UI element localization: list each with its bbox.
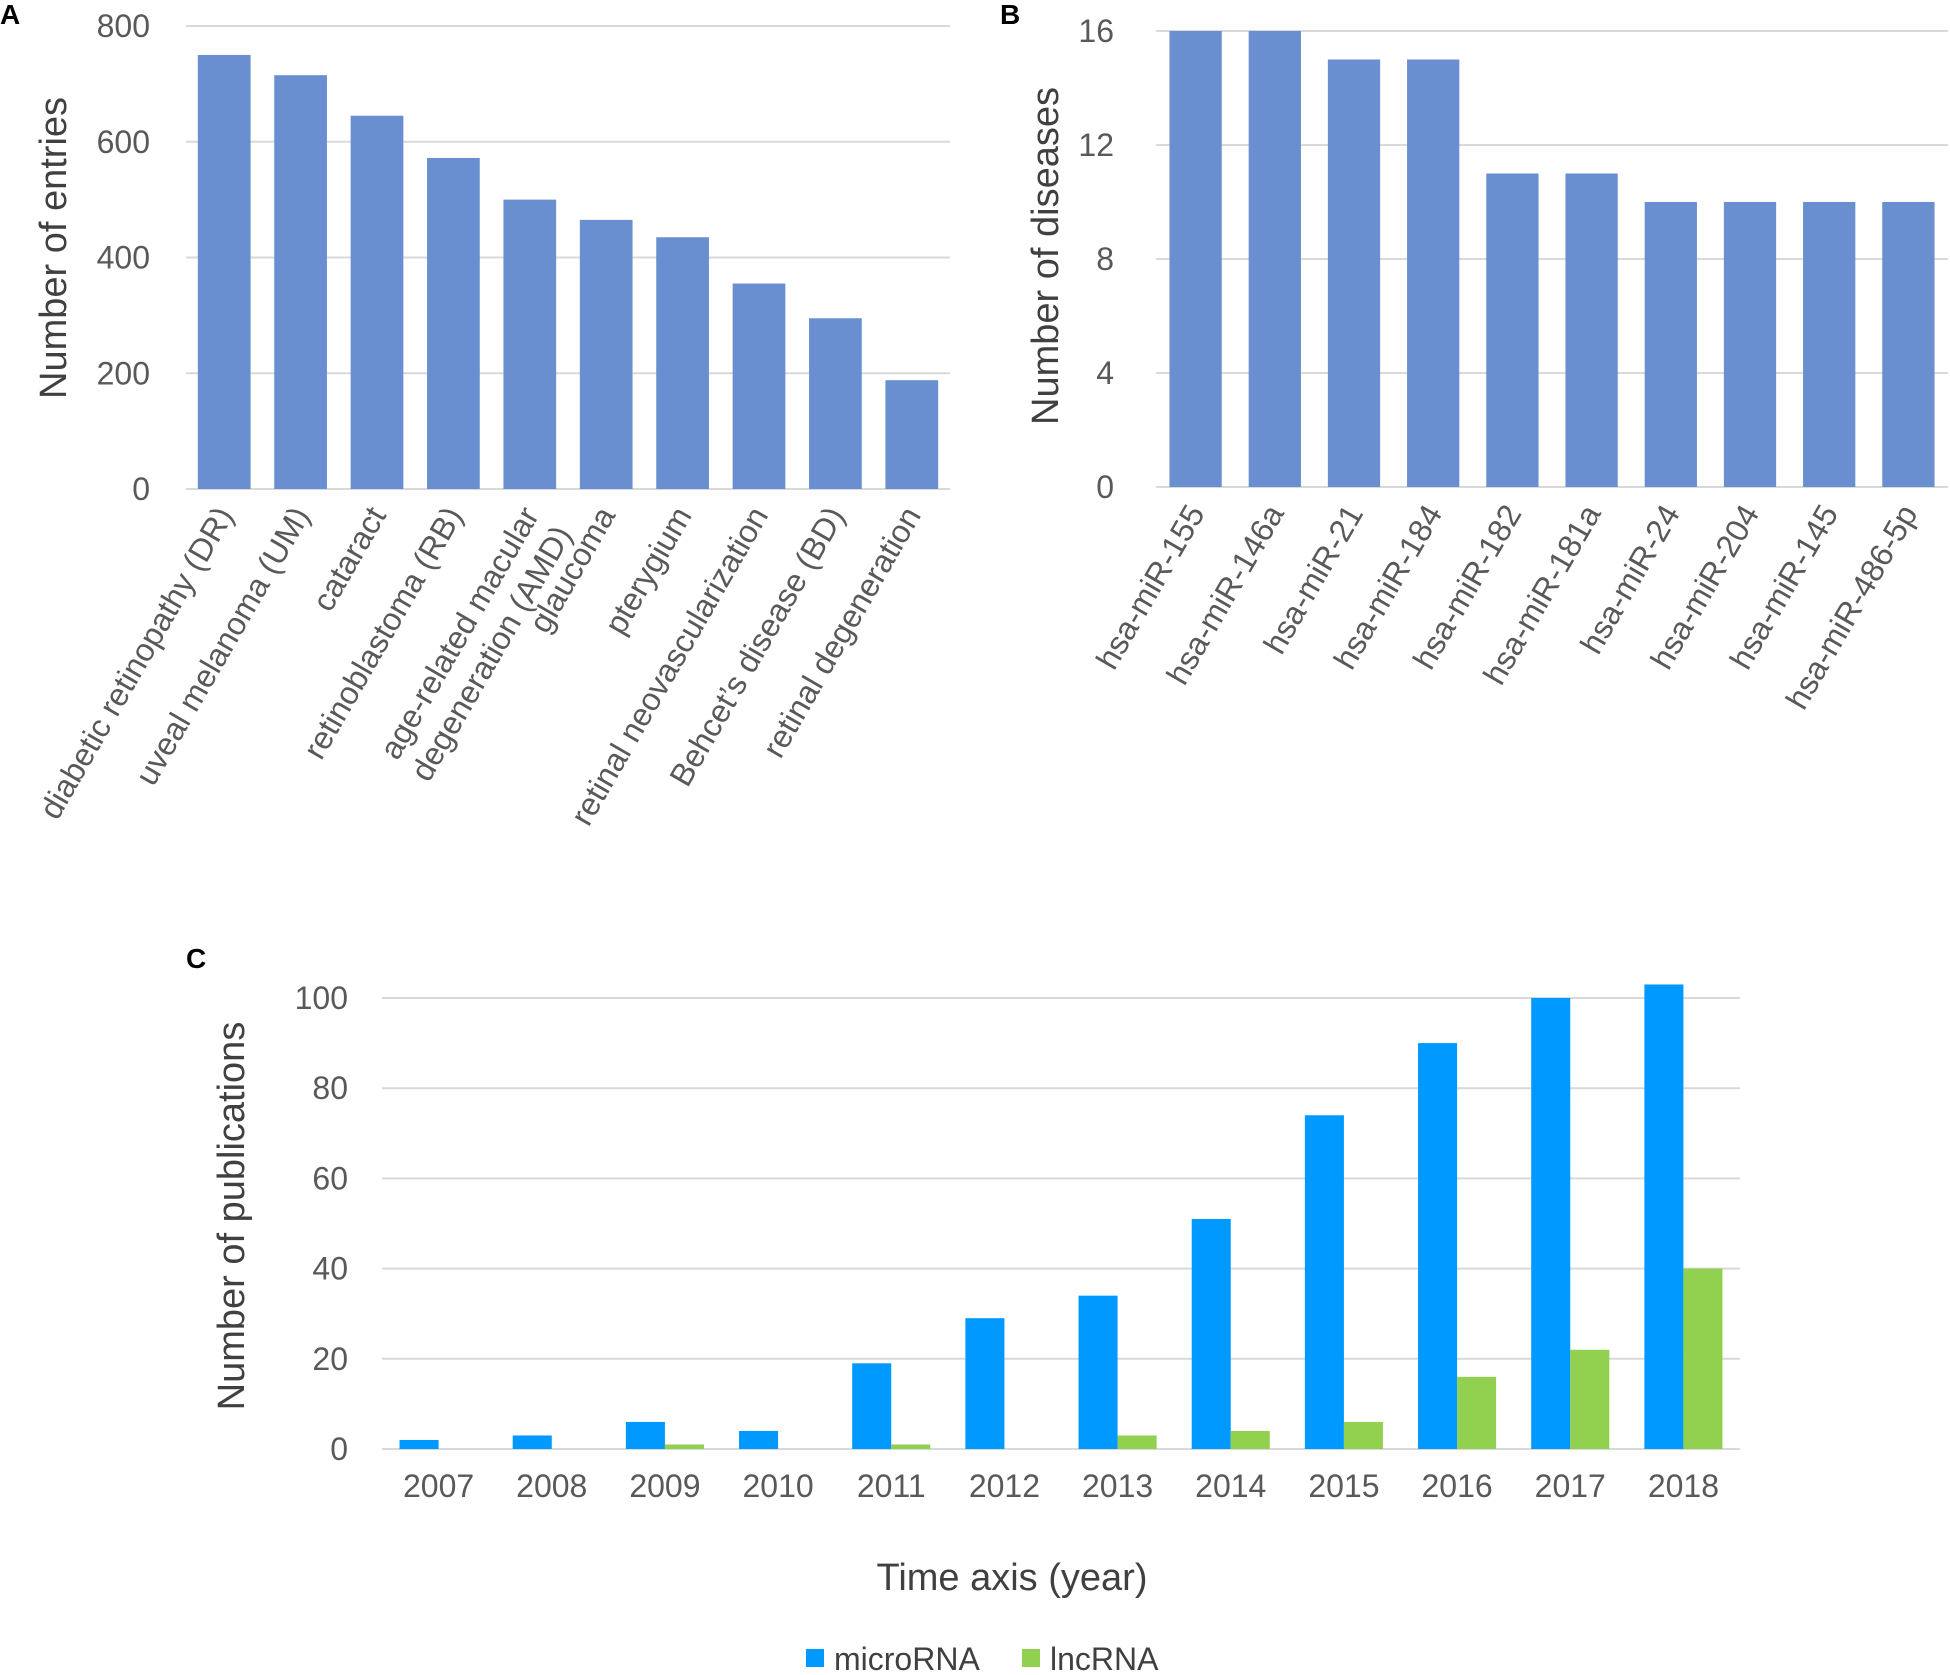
- panel-c-y-tick-label: 20: [312, 1341, 348, 1377]
- panel-c: C Number of publications 0 20 40 60 80 100 20…: [186, 943, 1740, 1675]
- panel-b-y-axis-title: Number of diseases: [1025, 87, 1067, 425]
- panel-a-bar-3: [350, 115, 404, 490]
- panel-c-bar-lncrna-2009: [664, 1444, 704, 1449]
- panel-a-bar-6: [579, 219, 633, 489]
- panel-c-bar-microrna-2013: [1078, 1295, 1118, 1449]
- panel-b-y-tick-label: 0: [1096, 469, 1114, 505]
- legend-swatch-lncrna: [1022, 1649, 1040, 1667]
- panel-c-category-label: 2018: [1648, 1468, 1719, 1504]
- panel-b-y-tick-label: 4: [1096, 355, 1114, 391]
- panel-a-y-tick-labels: 0 200 400 600 800: [97, 8, 150, 507]
- panel-b-bar-4: [1407, 59, 1460, 487]
- panel-b-bar-10: [1882, 202, 1935, 487]
- panel-a-bar-4: [427, 157, 480, 489]
- panel-c-legend: microRNA lncRNA: [806, 1641, 1159, 1675]
- panel-b-bars: [1169, 31, 1935, 487]
- panel-c-category-label: 2010: [742, 1468, 813, 1504]
- panel-a-y-tick-label: 200: [97, 355, 150, 391]
- panel-c-bar-microrna-2014: [1191, 1218, 1231, 1449]
- legend-swatch-microrna: [806, 1649, 824, 1667]
- panel-c-category-label: 2009: [629, 1468, 700, 1504]
- panel-a-y-tick-label: 400: [97, 240, 150, 276]
- legend-label-microrna: microRNA: [834, 1641, 980, 1675]
- panel-c-bar-lncrna-2016: [1457, 1376, 1497, 1449]
- panel-a-bar-1: [197, 54, 251, 489]
- panel-b-bar-7: [1644, 202, 1697, 487]
- panel-c-bar-microrna-2010: [739, 1430, 779, 1449]
- panel-c-label: C: [186, 943, 206, 974]
- panel-a-bar-9: [809, 318, 862, 489]
- panel-c-bar-lncrna-2011: [891, 1444, 931, 1449]
- panel-c-bar-microrna-2018: [1644, 984, 1684, 1449]
- panel-a-y-tick-label: 0: [132, 471, 150, 507]
- panel-c-bar-microrna-2012: [965, 1318, 1005, 1449]
- panel-c-bar-lncrna-2017: [1570, 1349, 1610, 1449]
- panel-a-bar-2: [274, 75, 327, 489]
- panel-c-y-tick-label: 0: [330, 1431, 348, 1467]
- panel-c-bar-microrna-2011: [852, 1363, 892, 1449]
- panel-b-y-tick-labels: 0 4 8 12 16: [1078, 13, 1114, 505]
- panel-a-category-label-line: cataract: [305, 500, 393, 617]
- panel-c-y-tick-label: 80: [312, 1070, 348, 1106]
- panel-b-y-tick-label: 8: [1096, 241, 1114, 277]
- panel-c-bar-microrna-2008: [512, 1435, 552, 1449]
- panel-c-bar-lncrna-2015: [1343, 1421, 1383, 1449]
- panel-b-bar-8: [1723, 202, 1777, 487]
- panel-b-category-labels: hsa-miR-155hsa-miR-146ahsa-miR-21hsa-miR…: [1089, 498, 1925, 715]
- panel-c-category-label: 2007: [403, 1468, 474, 1504]
- panel-c-y-tick-label: 100: [295, 980, 348, 1016]
- panel-a-y-tick-label: 800: [97, 8, 150, 44]
- panel-c-category-label: 2017: [1535, 1468, 1606, 1504]
- panel-c-bar-microrna-2007: [399, 1439, 439, 1449]
- panel-b-bar-2: [1248, 31, 1301, 487]
- panel-b-bar-6: [1565, 173, 1618, 487]
- panel-a-bars: [197, 54, 939, 490]
- panel-b-bar-9: [1803, 202, 1856, 487]
- panel-c-y-tick-labels: 0 20 40 60 80 100: [295, 980, 348, 1467]
- panel-c-category-label: 2016: [1421, 1468, 1492, 1504]
- panel-c-x-axis-title: Time axis (year): [877, 1557, 1148, 1599]
- panel-a-category-label: cataract: [305, 500, 393, 617]
- panel-c-category-label: 2014: [1195, 1468, 1266, 1504]
- panel-b-bar-1: [1169, 31, 1222, 487]
- panel-b-bar-3: [1327, 59, 1381, 487]
- panel-c-y-tick-label: 60: [312, 1160, 348, 1196]
- panel-b-label: B: [1000, 0, 1020, 30]
- panel-a-y-axis-title: Number of entries: [33, 97, 75, 399]
- panel-a-bar-8: [732, 283, 786, 489]
- panel-a: A Number of entries 0 200 400 600 800 diabet…: [0, 0, 950, 831]
- panel-c-bar-lncrna-2013: [1117, 1435, 1157, 1449]
- panel-c-category-label: 2011: [857, 1468, 926, 1504]
- panel-b-y-tick-label: 16: [1078, 13, 1114, 49]
- panel-a-y-tick-label: 600: [97, 124, 150, 160]
- panel-a-category-labels: diabetic retinopathy (DR)uveal melanoma …: [32, 500, 928, 831]
- panel-c-y-tick-label: 40: [312, 1251, 348, 1287]
- panel-a-bar-5: [503, 199, 557, 489]
- panel-b-bar-5: [1486, 173, 1539, 487]
- panel-c-bar-microrna-2015: [1304, 1115, 1344, 1449]
- panel-a-label: A: [0, 0, 20, 30]
- panel-a-bar-7: [656, 237, 709, 489]
- panel-c-category-label: 2015: [1308, 1468, 1379, 1504]
- panel-c-bar-microrna-2017: [1531, 998, 1571, 1449]
- legend-label-lncrna: lncRNA: [1050, 1641, 1159, 1675]
- panel-c-y-axis-title: Number of publications: [211, 1022, 253, 1411]
- panel-b-y-tick-label: 12: [1078, 127, 1114, 163]
- panel-c-bar-lncrna-2014: [1230, 1430, 1270, 1449]
- panel-c-category-label: 2012: [969, 1468, 1040, 1504]
- panel-b: B Number of diseases 0 4 8 12 16 hsa-miR-155…: [1000, 0, 1948, 715]
- panel-c-bar-microrna-2009: [625, 1421, 665, 1449]
- panel-c-category-label: 2013: [1082, 1468, 1153, 1504]
- panel-c-bar-microrna-2016: [1418, 1043, 1458, 1449]
- panel-c-bar-lncrna-2018: [1683, 1268, 1723, 1449]
- panel-c-bars: [399, 984, 1723, 1449]
- panel-a-category-label: age-related maculardegeneration (AMD): [371, 500, 579, 787]
- panel-c-gridlines: [382, 997, 1740, 1450]
- panel-c-category-label: 2008: [516, 1468, 587, 1504]
- panel-c-category-labels: 2007 2008 2009 2010 2011 2012 2013 2014 2015 2016…: [403, 1468, 1719, 1504]
- panel-a-bar-10: [885, 380, 939, 489]
